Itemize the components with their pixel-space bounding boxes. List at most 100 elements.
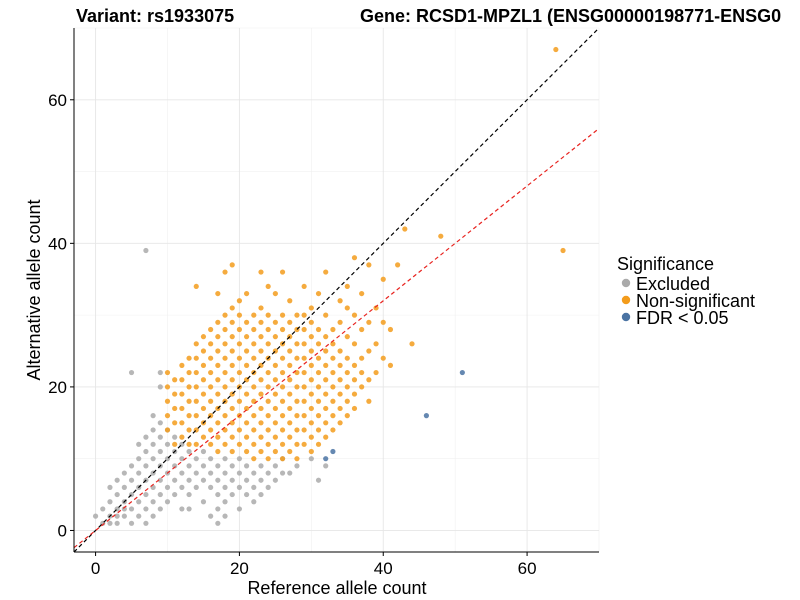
data-point [229, 405, 235, 412]
data-point [323, 420, 329, 426]
data-point [186, 448, 192, 455]
data-point [121, 513, 127, 519]
data-point [308, 334, 314, 340]
data-point [337, 377, 343, 383]
data-point [236, 484, 243, 490]
data-point [294, 456, 300, 462]
chart-title-right: Gene: RCSD1-MPZL1 (ENSG00000198771-ENSG0 [360, 6, 781, 26]
data-point [265, 441, 271, 447]
data-point [193, 341, 199, 347]
data-point [337, 348, 343, 354]
data-point [215, 319, 221, 325]
data-point [272, 434, 278, 440]
data-point [186, 427, 192, 433]
data-point [150, 456, 156, 462]
data-point [294, 398, 300, 404]
data-point [366, 319, 372, 325]
data-point [229, 434, 235, 440]
data-point [315, 326, 322, 333]
data-point [359, 384, 365, 390]
data-point [301, 326, 307, 333]
data-point [186, 355, 192, 361]
data-point [294, 427, 300, 433]
data-point [301, 384, 307, 390]
data-point [272, 319, 278, 325]
data-point [143, 520, 149, 526]
data-point [366, 262, 372, 268]
data-point [186, 491, 192, 498]
data-point [215, 506, 221, 512]
data-point [164, 484, 171, 490]
data-point [279, 413, 286, 419]
data-point [251, 427, 257, 433]
x-axis-title: Reference allele count [247, 578, 426, 598]
data-point [251, 484, 257, 490]
data-point [236, 456, 243, 462]
data-point [308, 405, 314, 412]
data-point [236, 298, 243, 304]
data-point [193, 384, 199, 390]
data-point [157, 384, 163, 390]
data-point [258, 405, 264, 412]
data-point [258, 491, 264, 498]
data-point [258, 463, 264, 469]
data-point [114, 491, 120, 498]
data-point [107, 520, 113, 526]
data-point [222, 413, 228, 419]
data-point [244, 420, 250, 426]
legend-key-swatch [621, 278, 631, 288]
data-point [236, 369, 243, 376]
data-point [186, 506, 192, 512]
data-point [193, 470, 199, 476]
data-point [344, 384, 350, 390]
data-point [157, 491, 163, 498]
data-point [193, 484, 199, 490]
data-point [380, 276, 386, 282]
data-point [208, 326, 214, 333]
data-point [222, 499, 228, 505]
data-point [315, 290, 322, 297]
data-point [287, 434, 293, 440]
data-point [215, 377, 221, 383]
data-point [179, 470, 185, 476]
data-point [229, 305, 235, 311]
data-point [186, 441, 192, 447]
data-point [193, 283, 199, 290]
data-point [128, 477, 135, 483]
data-point [208, 456, 214, 462]
data-point [359, 369, 365, 376]
data-point [208, 384, 214, 390]
data-point [229, 377, 235, 383]
data-point [143, 448, 149, 455]
data-point [244, 319, 250, 325]
data-point [179, 420, 185, 426]
data-point [244, 362, 250, 368]
data-point [301, 427, 307, 433]
data-point [200, 362, 207, 368]
data-point [107, 499, 113, 505]
data-point [200, 477, 207, 483]
data-point [251, 384, 257, 390]
data-point [222, 441, 228, 447]
data-point [215, 391, 221, 397]
data-point [265, 326, 271, 333]
data-point [323, 269, 329, 275]
data-point [323, 377, 329, 383]
data-point [200, 377, 207, 383]
data-point [265, 427, 271, 433]
data-point [128, 506, 135, 512]
data-point [330, 326, 336, 333]
data-point [150, 441, 156, 447]
data-point [287, 319, 293, 325]
data-point [351, 377, 358, 383]
data-point [222, 513, 228, 519]
data-point [244, 463, 250, 469]
data-point [459, 369, 465, 376]
data-point [136, 441, 142, 447]
data-point [344, 369, 350, 376]
data-point [244, 334, 250, 340]
data-point [164, 369, 171, 376]
data-point [373, 341, 379, 347]
data-point [330, 355, 336, 361]
data-point [208, 484, 214, 490]
